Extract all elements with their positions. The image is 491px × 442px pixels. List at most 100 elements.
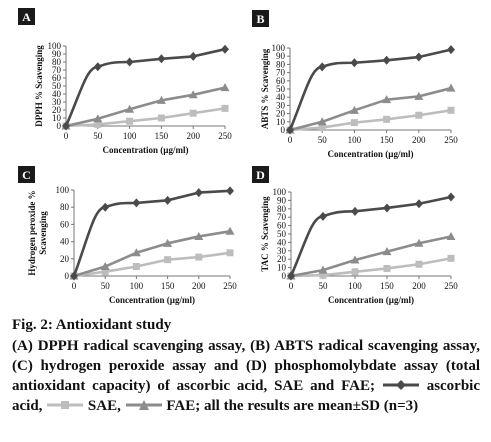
- y-tick-label: 60: [276, 76, 286, 86]
- point-square: [101, 268, 109, 276]
- y-tick-label: 60: [277, 221, 287, 231]
- point-diamond: [318, 62, 327, 72]
- point-diamond: [163, 195, 172, 205]
- x-tick-label: 0: [288, 135, 293, 145]
- y-tick-label: 80: [276, 59, 286, 69]
- point-diamond: [286, 125, 294, 135]
- x-tick-label: 50: [93, 131, 103, 141]
- x-tick-label: 150: [155, 131, 169, 141]
- series-line-diamond: [289, 195, 452, 277]
- point-diamond: [62, 121, 70, 131]
- x-tick-label: 150: [380, 281, 394, 291]
- y-tick-label: 90: [52, 49, 62, 59]
- point-diamond: [70, 271, 78, 281]
- point-triangle: [188, 90, 198, 99]
- point-square: [383, 115, 391, 123]
- panel-label: B: [256, 12, 264, 26]
- y-tick-label: 40: [52, 89, 62, 99]
- point-square: [350, 119, 358, 127]
- point-diamond: [414, 52, 423, 62]
- point-square: [157, 114, 165, 122]
- panel-label-box: [252, 10, 269, 27]
- point-square: [226, 249, 234, 257]
- legend-sae-icon: [47, 401, 84, 409]
- point-diamond: [132, 198, 141, 208]
- point-diamond: [93, 62, 102, 72]
- point-diamond: [319, 211, 327, 221]
- point-diamond: [447, 192, 455, 202]
- point-square: [195, 253, 203, 261]
- point-square: [319, 271, 327, 279]
- point-triangle: [349, 105, 359, 114]
- y-axis-title-line: Scavenging: [38, 211, 48, 255]
- point-triangle: [414, 238, 424, 247]
- x-tick-label: 50: [318, 135, 328, 145]
- y-tick-label: 10: [277, 263, 287, 273]
- x-tick-label: 250: [444, 135, 458, 145]
- y-tick-label: 0: [57, 121, 62, 131]
- panel-label-box: [18, 166, 35, 183]
- series-line-triangle: [289, 86, 452, 132]
- panel-label-box: [18, 8, 35, 25]
- y-tick-label: 20: [60, 254, 70, 264]
- point-triangle: [446, 232, 456, 241]
- y-tick-label: 30: [276, 100, 286, 110]
- point-diamond: [415, 199, 423, 209]
- x-tick-label: 50: [319, 281, 329, 291]
- point-diamond: [194, 188, 203, 198]
- y-tick-label: 70: [277, 212, 287, 222]
- series-line-diamond: [64, 47, 226, 127]
- y-tick-label: 0: [281, 125, 286, 135]
- series-line-triangle: [65, 86, 226, 128]
- point-triangle: [317, 117, 327, 126]
- point-diamond: [189, 51, 198, 61]
- panel-label-box: [252, 166, 269, 183]
- point-square: [94, 120, 102, 128]
- y-tick-label: 40: [60, 237, 70, 247]
- y-tick-label: 100: [273, 187, 287, 197]
- y-tick-label: 30: [52, 97, 62, 107]
- point-diamond: [447, 45, 455, 55]
- x-tick-label: 100: [348, 281, 362, 291]
- series-line-square: [290, 257, 452, 278]
- point-square: [126, 117, 134, 125]
- y-tick-label: 90: [276, 51, 286, 61]
- point-triangle: [225, 226, 235, 235]
- point-triangle: [446, 83, 456, 92]
- x-tick-label: 250: [444, 281, 458, 291]
- y-tick-label: 20: [276, 109, 286, 119]
- caption-title: Fig. 2: Antioxidant study: [12, 317, 172, 333]
- x-tick-label: 0: [289, 281, 294, 291]
- figure-caption: Fig. 2: Antioxidant study (A) DPPH radic…: [12, 316, 480, 416]
- legend-ascorbic-icon: [382, 380, 419, 390]
- point-triangle: [382, 247, 392, 256]
- x-axis-title: Concentration (µg/ml): [328, 295, 414, 305]
- y-tick-label: 80: [52, 57, 62, 67]
- panel-label: A: [22, 10, 31, 24]
- point-diamond: [383, 203, 391, 213]
- point-square: [415, 260, 423, 268]
- point-square: [318, 124, 326, 132]
- x-axis-title: Concentration (µg/ml): [328, 149, 414, 159]
- x-tick-label: 100: [123, 131, 137, 141]
- y-tick-label: 40: [276, 92, 286, 102]
- y-tick-label: 100: [272, 43, 286, 53]
- legend-fae-label: FAE; all the results are mean±SD (n=3): [166, 398, 419, 414]
- panel-label: D: [256, 168, 265, 182]
- x-axis-title: Concentration (µg/ml): [103, 145, 189, 155]
- y-tick-label: 80: [277, 204, 287, 214]
- point-triangle: [163, 238, 173, 247]
- y-tick-label: 50: [277, 229, 287, 239]
- point-diamond: [226, 186, 234, 196]
- point-triangle: [131, 248, 141, 257]
- y-tick-label: 80: [60, 202, 70, 212]
- point-triangle: [350, 255, 360, 264]
- point-diamond: [101, 202, 110, 212]
- series-line-triangle: [290, 235, 452, 278]
- x-tick-label: 0: [64, 131, 69, 141]
- point-diamond: [382, 55, 391, 65]
- series-line-square: [289, 109, 452, 132]
- y-axis-title: ABTS % Scavenging: [260, 48, 270, 129]
